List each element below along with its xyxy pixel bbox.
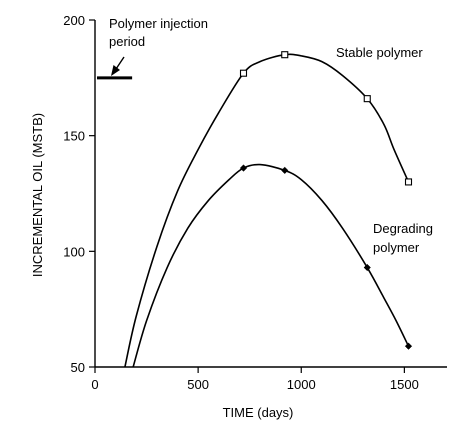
x-axis-title: TIME (days) bbox=[223, 405, 294, 420]
degrading-polymer-label-line2: polymer bbox=[373, 240, 420, 255]
degrading-polymer-label-line1: Degrading bbox=[373, 221, 433, 236]
stable-polymer-label: Stable polymer bbox=[336, 45, 423, 60]
x-tick-label-1000: 1000 bbox=[287, 377, 316, 392]
x-tick-label-1500: 1500 bbox=[390, 377, 419, 392]
y-axis-title: INCREMENTAL OIL (MSTB) bbox=[30, 113, 45, 277]
series-1-point-2 bbox=[363, 263, 371, 272]
series-1-point-0 bbox=[239, 164, 248, 172]
series-1-point-1 bbox=[281, 166, 289, 175]
injection-label-line2: period bbox=[109, 34, 145, 49]
y-tick-label-50: 50 bbox=[71, 360, 85, 375]
series-line-0 bbox=[124, 53, 410, 368]
injection-arrow bbox=[111, 56, 125, 76]
ticks: 0 500 1000 1500 50 100 150 200 bbox=[63, 13, 419, 392]
x-tick-label-500: 500 bbox=[187, 377, 209, 392]
y-tick-label-100: 100 bbox=[63, 244, 85, 259]
arrowhead-icon bbox=[111, 65, 120, 76]
series-layer bbox=[124, 53, 410, 368]
series-0-point-1 bbox=[281, 51, 289, 59]
series-0-point-2 bbox=[363, 95, 371, 103]
markers-layer bbox=[239, 51, 413, 350]
y-tick-label-150: 150 bbox=[63, 129, 85, 144]
injection-label-line1: Polymer injection bbox=[109, 16, 208, 31]
x-tick-label-0: 0 bbox=[91, 377, 98, 392]
axes bbox=[94, 20, 447, 368]
series-1-point-3 bbox=[404, 342, 413, 350]
y-tick-label-200: 200 bbox=[63, 13, 85, 28]
series-line-1 bbox=[132, 163, 410, 368]
series-0-point-3 bbox=[404, 178, 413, 186]
arrow-shaft bbox=[115, 56, 125, 70]
series-0-point-0 bbox=[239, 69, 248, 77]
